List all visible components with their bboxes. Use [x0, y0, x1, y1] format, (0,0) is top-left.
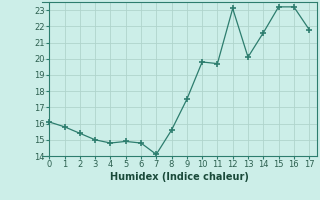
X-axis label: Humidex (Indice chaleur): Humidex (Indice chaleur)	[110, 172, 249, 182]
